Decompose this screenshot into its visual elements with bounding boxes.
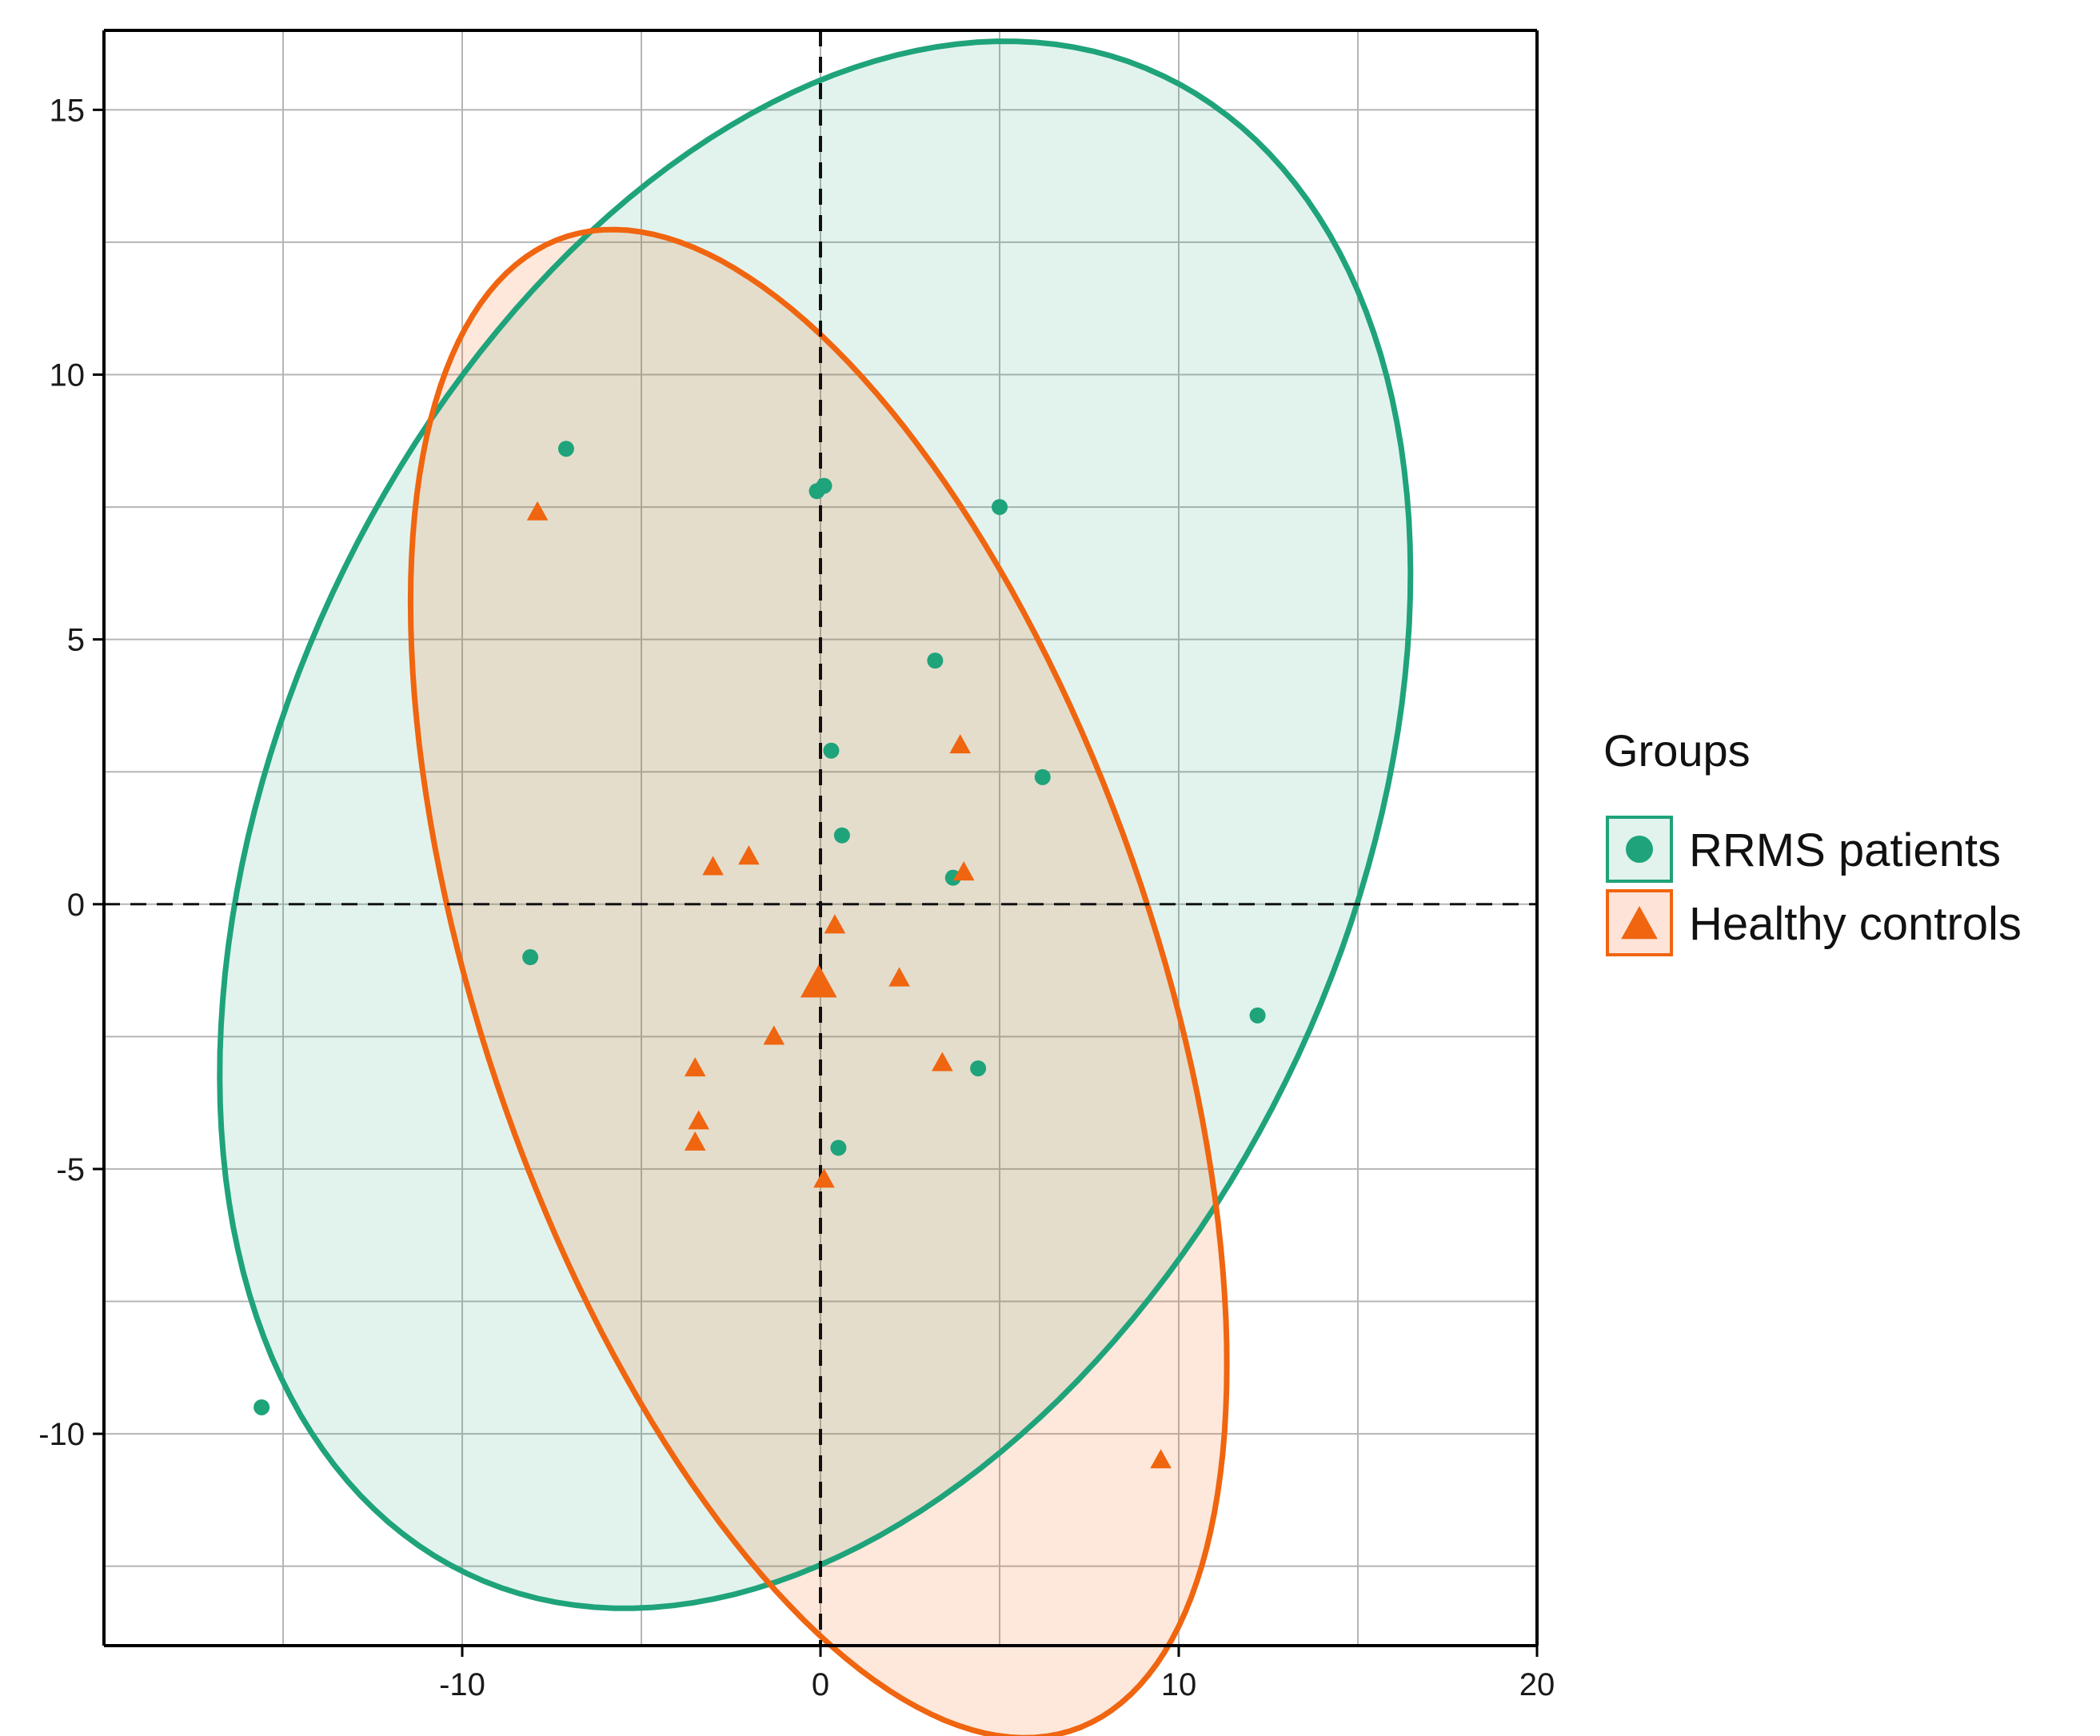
legend-marker-circle — [1626, 836, 1653, 863]
centroid-point-controls — [800, 964, 837, 998]
data-point-rrms — [830, 1139, 847, 1156]
data-point-rrms — [1034, 768, 1051, 785]
data-point-controls — [813, 1168, 835, 1188]
reference-lines — [104, 30, 1537, 1646]
y-tick-label: 15 — [50, 93, 86, 128]
y-tick-label: -5 — [56, 1152, 85, 1187]
x-tick-label: 0 — [812, 1667, 829, 1702]
x-tick-label: 20 — [1519, 1667, 1555, 1702]
data-point-rrms — [254, 1399, 270, 1415]
confidence-ellipses — [217, 38, 1414, 1736]
data-point-rrms — [970, 1060, 987, 1077]
data-point-controls — [684, 1131, 706, 1151]
axes: -10 0 10 20 -10 -5 0 5 10 15 — [38, 29, 1555, 1702]
data-point-controls — [952, 861, 975, 881]
data-point-controls — [738, 845, 760, 865]
y-tick-label: 10 — [50, 357, 86, 393]
y-tick-label: 5 — [67, 623, 85, 658]
data-point-rrms — [823, 742, 840, 759]
ellipse-outline-controls — [407, 226, 1230, 1736]
legend-title: Groups — [1603, 725, 1751, 776]
data-point-controls — [932, 1052, 953, 1072]
ellipse-fill-rrms — [219, 41, 1411, 1609]
legend-label-rrms: RRMS patients — [1689, 824, 2001, 876]
data-point-rrms — [557, 441, 574, 457]
y-tick-label: 0 — [67, 888, 85, 923]
data-point-rrms — [1249, 1007, 1266, 1024]
data-point-controls — [763, 1025, 785, 1045]
data-point-rrms — [992, 499, 1008, 516]
data-point-controls — [1150, 1449, 1172, 1469]
data-point-controls — [824, 914, 846, 934]
data-point-controls — [888, 967, 910, 987]
data-point-rrms — [522, 949, 539, 966]
legend-label-controls: Healthy controls — [1689, 898, 2022, 950]
x-tick-label: -10 — [439, 1667, 485, 1702]
data-point-controls — [702, 856, 724, 876]
data-point-controls — [684, 1057, 706, 1077]
x-tick-label: 10 — [1161, 1667, 1197, 1702]
y-tick-label: -10 — [38, 1417, 85, 1452]
ellipse-outline-rrms — [217, 38, 1414, 1611]
data-point-rrms — [833, 827, 850, 844]
legend: Groups RRMS patients Healthy controls — [1603, 725, 2022, 956]
data-point-rrms — [816, 477, 832, 494]
data-point-controls — [526, 501, 549, 521]
data-point-controls — [949, 734, 972, 754]
data-point-rrms — [927, 652, 944, 669]
data-points — [254, 441, 1266, 1469]
data-point-controls — [688, 1110, 709, 1130]
legend-marker-triangle — [1621, 906, 1658, 940]
